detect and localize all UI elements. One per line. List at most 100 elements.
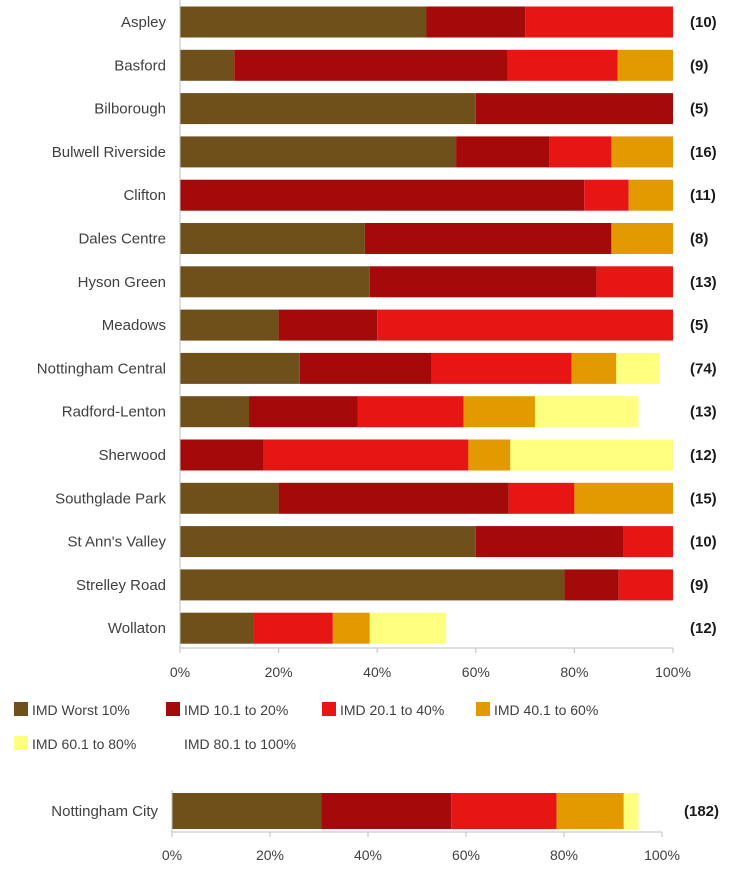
bar-segment-aspley-imd-10-1-to-20 [426,6,526,38]
bar-segment-meadows-imd-20-1-to-40 [377,309,673,341]
category-label-radford-lenton: Radford-Lenton [62,404,166,421]
bar-segment-radford-lenton-imd-20-1-to-40 [357,396,464,428]
legend-label-imd-60-1-to-80: IMD 60.1 to 80% [32,736,136,752]
bar-segment-strelley-road-imd-worst-10 [180,569,565,601]
category-label-aspley: Aspley [121,14,167,31]
count-label-nottingham-city: (182) [684,803,719,820]
bar-segment-st-ann-s-valley-imd-worst-10 [180,526,476,558]
legend: IMD Worst 10% IMD 10.1 to 20% IMD 20.1 to … [14,702,598,752]
bar-segment-strelley-road-imd-10-1-to-20 [564,569,619,601]
bar-segment-bilborough-imd-10-1-to-20 [475,93,673,125]
category-label-meadows: Meadows [102,317,166,334]
category-label-basford: Basford [114,57,166,74]
bar-segment-dales-centre-imd-10-1-to-20 [364,223,612,254]
legend-label-imd-80-1-to-100: IMD 80.1 to 100% [184,736,296,752]
x-tick-label: 20% [265,664,293,680]
bar-segment-wollaton-imd-60-1-to-80 [369,612,447,644]
category-label-hyson-green: Hyson Green [78,274,166,291]
count-label-wollaton: (12) [690,620,717,637]
count-label-dales-centre: (8) [690,231,708,248]
count-label-nottingham-central: (74) [690,360,717,377]
bar-segment-sherwood-imd-60-1-to-80 [510,439,673,471]
count-label-hyson-green: (13) [690,274,717,291]
legend-swatch-imd-60-1-to-80 [14,736,28,750]
bar-segment-nottingham-central-imd-10-1-to-20 [299,352,432,384]
bar-segment-radford-lenton-imd-worst-10 [180,396,250,428]
x-tick-label: 80% [560,664,588,680]
category-label-southglade-park: Southglade Park [55,490,166,507]
bar-segment-clifton-imd-40-1-to-60 [628,179,673,211]
category-label-st-ann-s-valley: St Ann's Valley [68,534,167,551]
legend-label-imd-20-1-to-40: IMD 20.1 to 40% [340,702,444,718]
bar-segment-dales-centre-imd-worst-10 [180,223,365,254]
count-label-southglade-park: (15) [690,490,717,507]
category-label-strelley-road: Strelley Road [76,577,166,594]
bar-segment-aspley-imd-20-1-to-40 [525,6,673,38]
category-label-wollaton: Wollaton [108,620,166,637]
main-stacked-bar-chart: Aspley (10) Basford (9) Bilborough (5) Bulwell… [37,0,717,680]
x-tick-label: 100% [644,847,680,863]
bar-segment-clifton-imd-20-1-to-40 [584,179,629,211]
bar-segment-radford-lenton-imd-40-1-to-60 [463,396,535,428]
bar-segment-sherwood-imd-10-1-to-20 [180,439,264,471]
count-label-sherwood: (12) [690,447,717,464]
x-tick-label: 0% [162,847,182,863]
x-tick-label: 100% [655,664,691,680]
bar-segment-nottingham-central-imd-60-1-to-80 [616,352,660,384]
count-label-radford-lenton: (13) [690,404,717,421]
bar-segment-basford-imd-10-1-to-20 [234,49,508,81]
bar-segment-clifton-imd-10-1-to-20 [180,179,585,211]
bar-segment-meadows-imd-worst-10 [180,309,279,341]
bar-segment-basford-imd-20-1-to-40 [507,49,618,81]
bar-segment-nottingham-central-imd-20-1-to-40 [431,352,572,384]
legend-label-imd-40-1-to-60: IMD 40.1 to 60% [494,702,598,718]
bar-segment-wollaton-imd-20-1-to-40 [253,612,333,644]
bar-segment-nottingham-city-imd-20-1-to-40 [451,793,557,829]
bar-segment-bilborough-imd-worst-10 [180,93,476,125]
count-label-basford: (9) [690,57,708,74]
bar-segment-basford-imd-40-1-to-60 [617,49,673,81]
bar-segment-wollaton-imd-worst-10 [180,612,254,644]
bar-segment-bulwell-riverside-imd-20-1-to-40 [549,136,612,168]
legend-swatch-imd-40-1-to-60 [476,702,490,716]
bar-segment-bulwell-riverside-imd-40-1-to-60 [611,136,673,168]
bar-segment-meadows-imd-10-1-to-20 [278,309,378,341]
category-label-clifton: Clifton [123,187,166,204]
count-label-bilborough: (5) [690,101,708,118]
bar-segment-st-ann-s-valley-imd-20-1-to-40 [623,526,673,558]
count-label-strelley-road: (9) [690,577,708,594]
bar-segment-wollaton-imd-40-1-to-60 [332,612,370,644]
x-tick-label: 60% [462,664,490,680]
legend-label-imd-worst-10: IMD Worst 10% [32,702,130,718]
bar-segment-nottingham-city-imd-10-1-to-20 [321,793,452,829]
category-label-nottingham-central: Nottingham Central [37,360,166,377]
bar-segment-southglade-park-imd-40-1-to-60 [574,482,673,514]
bar-segment-nottingham-city-imd-40-1-to-60 [556,793,624,829]
city-stacked-bar-chart: Nottingham City (182) 0% 20% 40% 60% 80% 100% [51,790,719,863]
count-label-aspley: (10) [690,14,717,31]
bar-segment-radford-lenton-imd-10-1-to-20 [249,396,358,428]
bar-segment-hyson-green-imd-20-1-to-40 [596,266,673,298]
bar-segment-southglade-park-imd-20-1-to-40 [508,482,575,514]
count-label-meadows: (5) [690,317,708,334]
x-tick-label: 20% [256,847,284,863]
bar-segment-sherwood-imd-40-1-to-60 [468,439,511,471]
bar-segment-st-ann-s-valley-imd-10-1-to-20 [475,526,624,558]
bar-segment-hyson-green-imd-10-1-to-20 [369,266,597,298]
x-tick-label: 80% [550,847,578,863]
bar-segment-bulwell-riverside-imd-worst-10 [180,136,457,168]
x-tick-label: 40% [354,847,382,863]
bar-segment-dales-centre-imd-40-1-to-60 [611,223,673,254]
bar-segment-southglade-park-imd-10-1-to-20 [278,482,509,514]
bar-segment-bulwell-riverside-imd-10-1-to-20 [456,136,550,168]
bar-segment-strelley-road-imd-20-1-to-40 [618,569,673,601]
count-label-st-ann-s-valley: (10) [690,534,717,551]
x-tick-label: 40% [363,664,391,680]
legend-swatch-imd-20-1-to-40 [322,702,336,716]
legend-swatch-imd-80-1-to-100 [166,736,180,750]
category-label-sherwood: Sherwood [98,447,166,464]
bar-segment-nottingham-city-imd-worst-10 [172,793,322,829]
x-tick-label: 60% [452,847,480,863]
